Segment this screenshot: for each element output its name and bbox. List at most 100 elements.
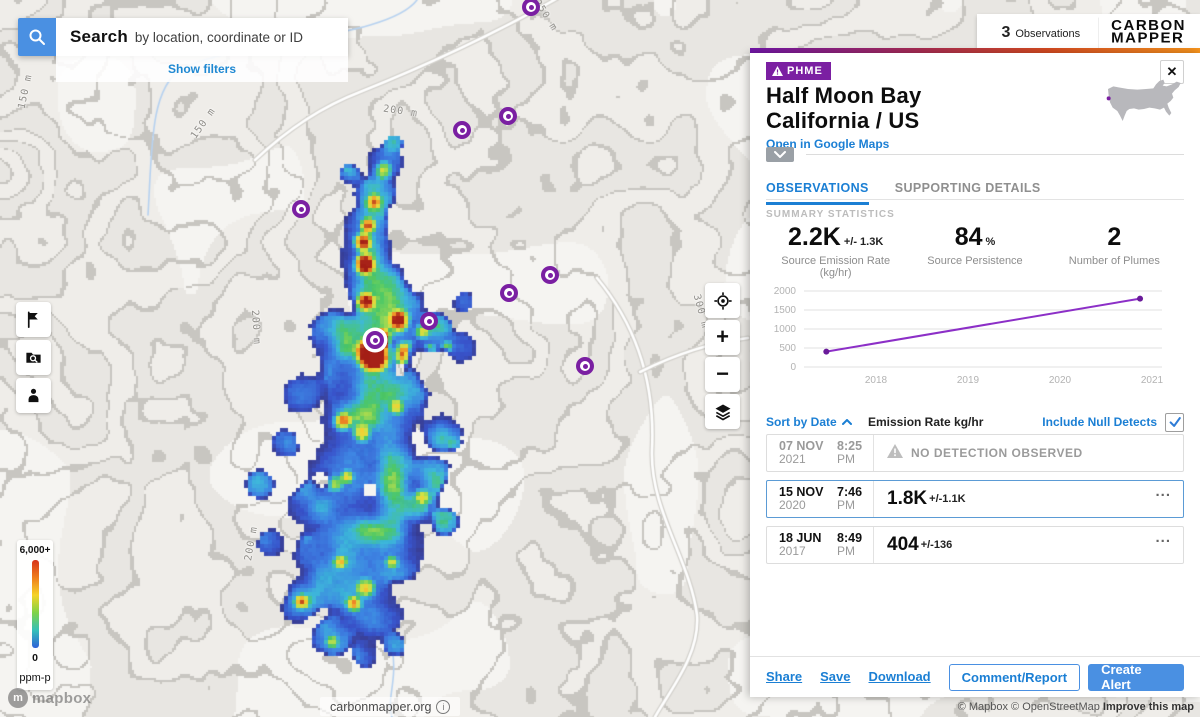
stat-value: 2.2K	[788, 223, 841, 251]
divider	[873, 527, 874, 563]
divider	[873, 481, 874, 517]
map-controls: + −	[705, 283, 740, 429]
info-icon: i	[436, 699, 451, 714]
y-tick-label: 1000	[774, 324, 797, 335]
plume-marker[interactable]	[420, 312, 438, 330]
person-icon	[28, 388, 39, 403]
observations-count: 3 Observations	[977, 24, 1098, 42]
footer-links: Share Save Download	[766, 668, 949, 686]
marker-dot	[506, 290, 512, 296]
plume-marker[interactable]	[522, 0, 540, 16]
create-alert-button[interactable]: Create Alert	[1088, 662, 1184, 692]
search-button[interactable]	[18, 18, 56, 56]
row-emission-value: 404	[887, 534, 919, 555]
carbonmapper-watermark[interactable]: carbonmapper.org i	[320, 697, 461, 716]
marker-dot	[528, 4, 534, 10]
stat-value-row: 2.2K +/- 1.3K	[766, 223, 905, 252]
x-tick-label: 2019	[957, 375, 980, 386]
stat-label: Source Emission Rate (kg/hr)	[781, 255, 891, 279]
flag-plumes-button[interactable]	[16, 302, 51, 337]
plume-marker[interactable]	[292, 200, 310, 218]
row-time: 8:25 PM	[837, 439, 873, 467]
stat-value: 2	[1107, 223, 1122, 251]
search-area-button[interactable]	[16, 340, 51, 375]
row-time-meridiem: PM	[837, 498, 855, 513]
marker-dot	[426, 318, 432, 324]
close-panel-button[interactable]: ✕	[1160, 60, 1184, 84]
plume-marker[interactable]	[541, 266, 559, 284]
mapbox-label: mapbox	[32, 689, 92, 707]
carbon-mapper-logo[interactable]: CARBON MAPPER	[1098, 17, 1200, 49]
divider	[873, 435, 874, 471]
legend-unit: ppm-p	[19, 672, 51, 684]
search-input[interactable]: Search by location, coordinate or ID	[56, 18, 348, 56]
collapse-panel-button[interactable]	[766, 147, 794, 162]
zoom-in-button[interactable]: +	[705, 320, 740, 355]
search-bar: Search by location, coordinate or ID	[18, 18, 348, 56]
search-placeholder: by location, coordinate or ID	[134, 29, 303, 45]
share-link[interactable]: Share	[766, 669, 803, 684]
observation-row[interactable]: 15 NOV 2020 7:46 PM 1.8K +/-1.1K...	[766, 480, 1184, 518]
observation-row[interactable]: 18 JUN 2017 8:49 PM 404 +/-136...	[766, 526, 1184, 564]
download-link[interactable]: Download	[868, 669, 931, 684]
tab-supporting-details[interactable]: SUPPORTING DETAILS	[894, 181, 1041, 195]
legend-min: 0	[32, 652, 38, 664]
observation-row[interactable]: 07 NOV 2021 8:25 PM NO DETECTION OBSERVED	[766, 434, 1184, 472]
row-time: 7:46 PM	[837, 485, 873, 513]
legend-gradient-bar	[31, 560, 39, 648]
y-tick-label: 2000	[774, 286, 797, 297]
y-tick-label: 0	[790, 362, 796, 373]
watermark-label: carbonmapper.org	[330, 699, 432, 714]
map-attribution: © Mapbox © OpenStreetMap Improve this ma…	[958, 701, 1194, 713]
stat-value-row: 2	[1045, 223, 1184, 252]
null-detect-label: NO DETECTION OBSERVED	[911, 446, 1083, 460]
row-emission-value: 1.8K	[887, 488, 928, 509]
logo-line1: CARBON	[1111, 17, 1186, 35]
row-time-value: 7:46	[837, 484, 863, 499]
stat-suffix: %	[985, 236, 996, 248]
include-null-detects-checkbox[interactable]	[1165, 412, 1184, 432]
row-date: 07 NOV 2021	[767, 439, 837, 467]
marker-dot	[372, 337, 378, 343]
stat-value: 84	[954, 223, 983, 251]
row-menu-button[interactable]: ...	[1155, 483, 1171, 500]
row-menu-button[interactable]: ...	[1155, 529, 1171, 546]
sort-label: Sort by Date	[766, 415, 837, 429]
save-link[interactable]: Save	[820, 669, 851, 684]
row-date: 15 NOV 2020	[767, 485, 837, 513]
selected-plume-marker[interactable]	[366, 331, 384, 349]
sort-by-date-button[interactable]: Sort by Date	[766, 415, 868, 429]
plus-icon: +	[716, 323, 729, 349]
plume-marker[interactable]	[453, 121, 471, 139]
show-filters-link[interactable]: Show filters	[56, 56, 348, 82]
plume-marker[interactable]	[499, 107, 517, 125]
comment-report-button[interactable]: Comment/Report	[948, 663, 1081, 691]
plume-marker[interactable]	[576, 357, 594, 375]
observations-label: Observations	[1015, 28, 1081, 40]
y-tick-label: 1500	[774, 305, 797, 316]
marker-dot	[547, 272, 553, 278]
improve-map-link[interactable]: Improve this map	[1102, 701, 1194, 713]
locate-button[interactable]	[705, 283, 740, 318]
legend-max: 6,000+	[19, 545, 51, 556]
open-google-maps-link[interactable]: Open in Google Maps	[766, 137, 890, 151]
row-date-day: 18 JUN	[779, 530, 822, 545]
y-tick-label: 500	[779, 343, 796, 354]
top-right-header: 3 Observations CARBON MAPPER	[977, 14, 1200, 52]
tab-observations[interactable]: OBSERVATIONS	[766, 181, 869, 205]
plume-marker[interactable]	[500, 284, 518, 302]
row-date-day: 15 NOV	[779, 484, 824, 499]
zoom-out-button[interactable]: −	[705, 357, 740, 392]
row-time-value: 8:49	[837, 530, 863, 545]
mapbox-icon: m	[8, 688, 28, 708]
summary-stat: 2 Number of Plumes	[1045, 223, 1184, 279]
row-date-year: 2021	[779, 452, 806, 467]
source-type-badge: PHME	[766, 62, 831, 80]
profile-button[interactable]	[16, 378, 51, 413]
mapbox-logo[interactable]: m mapbox	[8, 688, 91, 708]
check-icon	[1169, 417, 1181, 427]
divider	[806, 154, 1184, 155]
emission-rate-chart: 0 500 1000 1500 2000 2018 2019 2020 2021	[774, 286, 1164, 386]
data-point	[823, 348, 830, 355]
layers-button[interactable]	[705, 394, 740, 429]
